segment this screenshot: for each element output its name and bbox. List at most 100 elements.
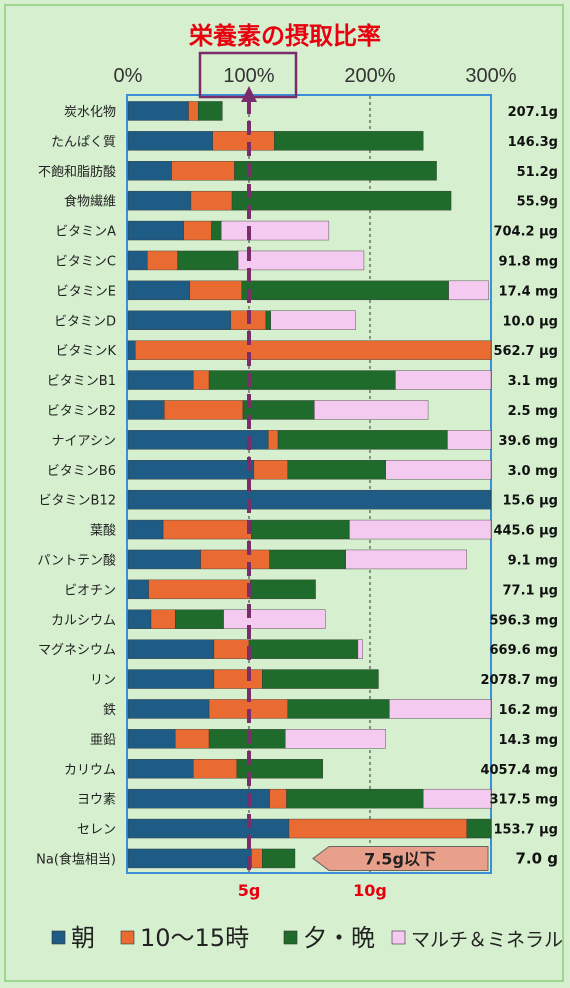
category-label: 不飽和脂肪酸 [38, 164, 116, 180]
salt-tick-label: 10g [353, 881, 387, 900]
category-label: ビタミンB1 [47, 374, 116, 389]
category-label: ビオチン [64, 583, 116, 598]
legend-swatch [283, 930, 298, 945]
amount-label: 9.1 mg [508, 553, 558, 568]
x-tick-label: 0% [114, 65, 143, 87]
bar-segment [127, 609, 152, 629]
category-label: 鉄 [103, 703, 116, 718]
category-label: Na(食塩相当) [36, 851, 116, 867]
amount-label: 16.2 mg [499, 703, 558, 718]
bar-segment [127, 818, 290, 839]
bar-segment [177, 250, 239, 271]
amount-label: 4057.4 mg [480, 763, 558, 778]
category-label: ビタミンB12 [39, 494, 116, 509]
amount-label: 153.7 μg [493, 823, 558, 838]
category-label: たんぱく質 [51, 135, 116, 150]
bar-segment [389, 699, 492, 719]
x-tick-label: 100% [223, 65, 274, 87]
category-label: ビタミンB6 [47, 464, 116, 479]
bar-segment [213, 639, 250, 659]
legend-label: 朝 [71, 924, 95, 952]
bar-segment [127, 400, 165, 420]
bar-segment [211, 220, 222, 241]
category-label: ビタミンD [54, 314, 116, 329]
category-label: ビタミンC [55, 254, 116, 269]
bar-segment [183, 220, 212, 241]
amount-label: 51.2g [517, 165, 558, 180]
bar-segment [220, 220, 330, 241]
bar-segment [237, 250, 365, 271]
plot-border [126, 94, 492, 874]
category-label: カリウム [64, 763, 116, 778]
category-label: ナイアシン [52, 434, 116, 449]
bar-segment [127, 519, 164, 540]
amount-label: 562.7 μg [493, 344, 558, 359]
bar-segment [171, 161, 235, 181]
chart-frame [4, 4, 564, 982]
category-label: カルシウム [51, 613, 116, 628]
bar-segment [127, 489, 492, 510]
amount-label: 17.4 mg [499, 284, 558, 299]
chart-title: 栄養素の摂取比率 [188, 22, 381, 50]
bar-segment [150, 609, 176, 629]
legend-swatch [51, 930, 66, 945]
bar-segment [127, 131, 213, 151]
salt-limit-arrow [312, 845, 489, 871]
bar-segment [250, 579, 316, 600]
amount-label: 146.3g [508, 135, 558, 150]
bar-segment [448, 280, 489, 301]
salt-tick-label: 5g [238, 881, 261, 900]
bar-segment [164, 400, 244, 420]
amount-label: 91.8 mg [499, 254, 558, 269]
legend-swatch [120, 930, 135, 945]
bar-segment [314, 400, 429, 420]
bar-segment [349, 519, 492, 540]
bar-segment [208, 370, 396, 390]
category-label: 亜鉛 [90, 733, 116, 748]
category-label: ビタミンA [55, 225, 116, 240]
bar-segment [135, 340, 492, 360]
bar-segment [127, 101, 189, 121]
bar-segment [274, 131, 424, 151]
category-label: マグネシウム [38, 643, 116, 658]
bar-segment [262, 669, 379, 689]
bar-segment [447, 430, 492, 450]
x-tick-label: 300% [465, 65, 516, 87]
bar-segment [385, 460, 492, 480]
category-label: 葉酸 [90, 524, 116, 539]
bar-segment [285, 729, 386, 749]
bar-segment [162, 519, 252, 540]
bar-segment [212, 131, 275, 151]
bar-segment [241, 280, 449, 301]
category-label: セレン [77, 823, 116, 838]
category-label: ヨウ素 [77, 793, 116, 808]
bar-segment [269, 549, 347, 570]
category-label: ビタミンB2 [47, 404, 116, 419]
legend-label: 10〜15時 [140, 924, 249, 952]
bar-segment [269, 788, 287, 809]
bar-segment [466, 818, 492, 839]
bar-segment [127, 579, 149, 600]
category-label: 食物繊維 [64, 194, 116, 210]
bar-segment [127, 759, 194, 779]
bar-segment [213, 669, 263, 689]
amount-label: 15.6 μg [503, 494, 558, 509]
bar-segment [423, 788, 492, 809]
bar-segment [127, 460, 255, 480]
legend-swatch [391, 930, 406, 945]
bar-segment [265, 310, 271, 330]
bar-segment [190, 190, 233, 211]
bar-segment [262, 848, 296, 869]
bar-segment [147, 250, 178, 271]
bar-segment [193, 370, 210, 390]
bar-segment [127, 370, 194, 390]
bar-segment [200, 549, 270, 570]
bar-segment [127, 848, 252, 869]
bar-segment [174, 609, 224, 629]
bar-segment [270, 310, 356, 330]
amount-label: 55.9g [517, 195, 558, 210]
category-label: ビタミンK [55, 344, 116, 359]
bar-segment [288, 818, 467, 839]
highlight-box [198, 51, 298, 99]
